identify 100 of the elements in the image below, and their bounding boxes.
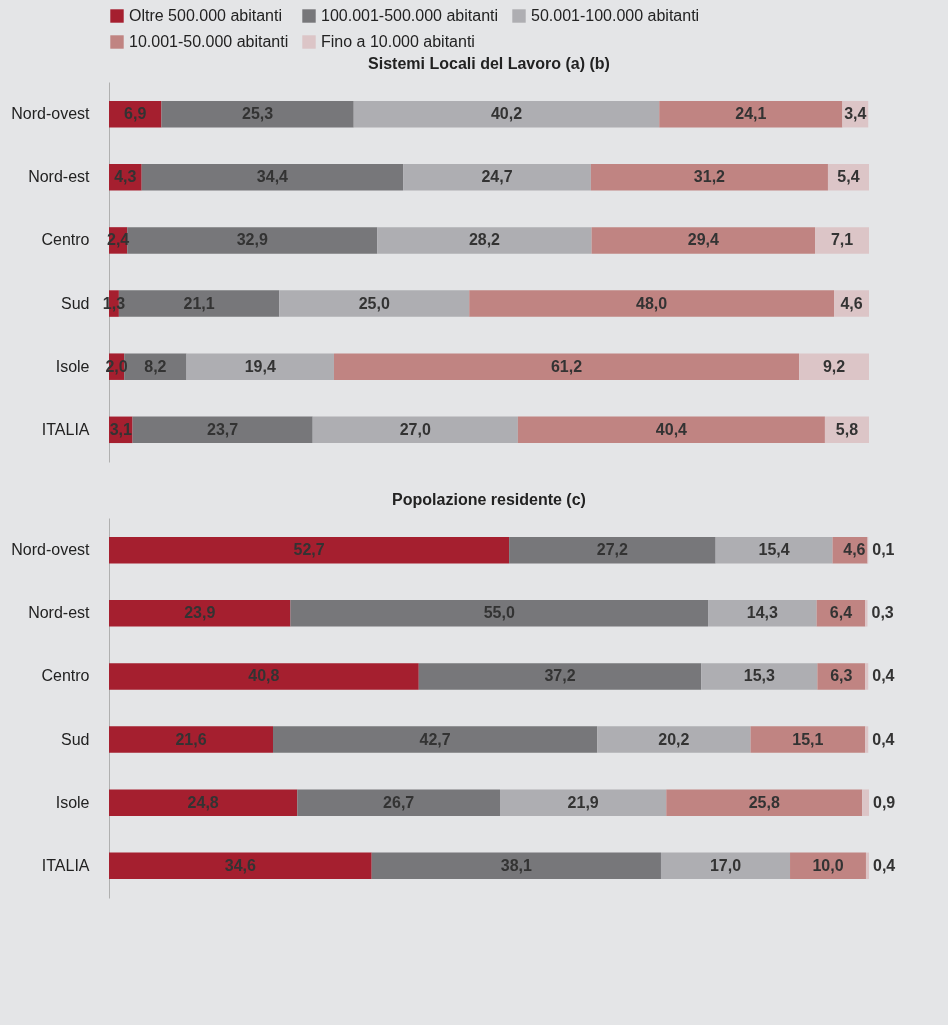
bar	[127, 227, 378, 254]
y-tick-label: Isole	[55, 357, 90, 375]
data-label: 42,7	[419, 730, 451, 748]
data-label: 15,1	[792, 730, 824, 748]
y-tick-label: Sud	[61, 294, 90, 312]
bar	[132, 416, 313, 444]
data-label: 4,6	[840, 294, 863, 312]
bar	[161, 100, 354, 128]
data-label: 55,0	[483, 604, 515, 622]
bar	[708, 600, 817, 627]
data-label: 5,4	[837, 168, 860, 186]
legend-label: Fino a 10.000 abitanti	[321, 33, 475, 50]
bar	[865, 663, 869, 690]
data-label: 27,2	[596, 541, 629, 559]
bar	[701, 663, 818, 690]
bar	[590, 164, 828, 191]
bar	[273, 726, 598, 753]
bar	[109, 663, 419, 690]
data-label: 19,4	[244, 357, 276, 375]
data-label: 28,2	[468, 231, 501, 249]
bar	[279, 290, 470, 317]
data-label: 14,3	[746, 604, 778, 622]
bar	[862, 789, 869, 816]
bar	[815, 227, 869, 254]
bar	[109, 789, 298, 816]
legend-label: 10.001-50.000 abitanti	[129, 33, 289, 50]
bar	[141, 164, 404, 191]
data-label: 4,3	[114, 168, 137, 186]
legend-label: Oltre 500.000 abitanti	[129, 7, 282, 24]
bar	[799, 353, 869, 380]
data-label: 6,9	[124, 105, 147, 123]
data-label: 24,8	[187, 793, 219, 811]
legend-label: 100.001-500.000 abitanti	[321, 7, 499, 24]
data-label: 15,3	[743, 667, 775, 685]
chart-title: Popolazione residente (c)	[392, 491, 586, 508]
data-label: 52,7	[293, 541, 325, 559]
bar	[353, 100, 660, 128]
y-tick-label: Sud	[61, 730, 90, 748]
data-label: 40,8	[248, 667, 280, 685]
bar	[418, 663, 702, 690]
bar	[500, 789, 667, 816]
data-label: 25,8	[748, 793, 780, 811]
data-label: 34,6	[224, 856, 257, 874]
y-tick-label: Centro	[41, 667, 90, 685]
data-label: 0,4	[872, 730, 895, 748]
y-tick-label: Isole	[55, 793, 90, 811]
y-tick-label: ITALIA	[41, 420, 90, 438]
bar	[591, 227, 816, 254]
y-tick-label: ITALIA	[41, 856, 90, 874]
bar	[865, 600, 868, 627]
y-tick-label: Centro	[41, 231, 90, 249]
data-label: 8,2	[144, 357, 167, 375]
legend-label: 50.001-100.000 abitanti	[531, 7, 700, 24]
data-label: 24,7	[481, 168, 513, 186]
data-label: 38,1	[500, 856, 532, 874]
data-label: 0,9	[873, 793, 896, 811]
data-label: 31,2	[693, 168, 726, 186]
bar	[297, 789, 501, 816]
bar	[750, 726, 866, 753]
bar	[109, 852, 372, 880]
data-label: 32,9	[236, 231, 268, 249]
bar	[517, 416, 825, 444]
bar	[109, 726, 273, 753]
data-label: 24,1	[735, 105, 767, 123]
data-label: 6,3	[830, 667, 853, 685]
data-label: 15,4	[758, 541, 790, 559]
data-label: 6,4	[829, 604, 853, 622]
bar	[290, 600, 709, 627]
data-label: 0,4	[872, 667, 895, 685]
bar	[371, 852, 661, 880]
chart-title: Sistemi Locali del Lavoro (a) (b)	[368, 55, 610, 72]
bar	[509, 536, 716, 564]
y-tick-label: Nord-est	[28, 168, 91, 186]
bar	[659, 100, 843, 128]
data-label: 7,1	[830, 231, 854, 249]
data-label: 0,1	[872, 541, 895, 559]
data-label: 29,4	[687, 231, 719, 249]
data-label: 1,3	[102, 294, 126, 312]
bar	[186, 353, 334, 380]
bar	[333, 353, 800, 380]
bar	[660, 852, 791, 880]
bar	[865, 852, 869, 880]
y-tick-label: Nord-est	[28, 604, 91, 622]
data-label: 48,0	[636, 294, 668, 312]
data-label: 25,3	[242, 105, 274, 123]
bar	[597, 726, 751, 753]
data-label: 10,0	[812, 856, 844, 874]
data-label: 20,2	[658, 730, 690, 748]
data-label: 23,9	[184, 604, 216, 622]
y-tick-label: Nord-ovest	[11, 105, 91, 123]
data-label: 21,1	[183, 294, 215, 312]
data-label: 0,4	[873, 856, 896, 874]
data-label: 25,0	[358, 294, 390, 312]
bar	[312, 416, 518, 444]
data-label: 40,2	[490, 105, 523, 123]
data-label: 0,3	[871, 604, 894, 622]
data-label: 5,8	[835, 420, 859, 438]
data-label: 27,0	[399, 420, 431, 438]
bar	[469, 290, 835, 317]
data-label: 26,7	[383, 793, 415, 811]
